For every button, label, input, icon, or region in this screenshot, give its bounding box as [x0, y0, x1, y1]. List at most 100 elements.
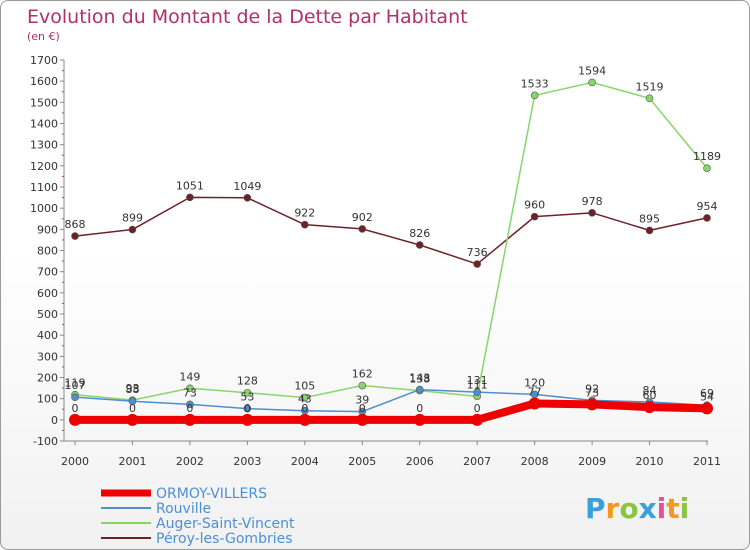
data-label: 0: [359, 402, 366, 415]
logo-letter: x: [639, 492, 657, 525]
data-label: 105: [294, 380, 315, 393]
data-label: 131: [467, 374, 488, 387]
y-tick-label: 1500: [30, 96, 58, 109]
data-point: [645, 94, 654, 103]
data-point: [301, 220, 309, 229]
data-label: 0: [244, 402, 251, 415]
data-label: 0: [186, 402, 193, 415]
y-tick-label: 1600: [30, 75, 58, 88]
logo-letter: i: [680, 492, 690, 525]
data-label: 1519: [636, 80, 664, 93]
y-tick-label: 1200: [30, 160, 58, 173]
legend-label-0: ORMOY-VILLERS: [156, 486, 267, 502]
y-tick-label: 1300: [30, 139, 58, 152]
data-point: [186, 384, 194, 393]
data-point: [243, 193, 252, 202]
data-label: 960: [524, 199, 545, 212]
series-line-1: [74, 388, 708, 413]
data-point: [71, 232, 79, 240]
y-tick-label: -100: [33, 435, 58, 448]
data-point: [243, 388, 252, 397]
y-tick-label: 100: [37, 393, 58, 406]
data-point: [413, 413, 426, 426]
x-tick-label: 2010: [636, 455, 664, 468]
data-label: 0: [129, 402, 136, 415]
legend-label-3: Péroy-les-Gombries: [156, 531, 293, 547]
x-tick-label: 2000: [61, 455, 89, 468]
x-tick-label: 2008: [521, 455, 549, 468]
data-label: 84: [643, 384, 657, 397]
x-tick-label: 2004: [291, 455, 319, 468]
data-label: 162: [352, 368, 373, 381]
data-label: 0: [416, 402, 423, 415]
x-tick-label: 2011: [693, 455, 721, 468]
data-label: 54: [700, 390, 714, 403]
data-label: 1189: [693, 150, 721, 163]
data-point: [241, 413, 254, 426]
series-line-2: [74, 81, 708, 401]
logo-letter: P: [585, 492, 606, 525]
data-label: 868: [65, 218, 86, 231]
x-tick-label: 2005: [348, 455, 376, 468]
data-point: [471, 413, 484, 426]
y-tick-label: 1100: [30, 181, 58, 194]
x-tick-label: 2002: [176, 455, 204, 468]
data-label: 39: [355, 394, 369, 407]
y-tick-label: 600: [37, 287, 58, 300]
data-point: [186, 193, 194, 202]
data-point: [701, 402, 713, 415]
legend-label-1: Rouville: [156, 501, 211, 517]
y-tick-label: 400: [37, 329, 58, 342]
axes: -100010020030040050060070080090010001100…: [30, 54, 721, 468]
data-point: [358, 225, 367, 233]
x-tick-label: 2006: [406, 455, 434, 468]
series-line-3: [74, 196, 708, 265]
data-label: 0: [301, 402, 308, 415]
y-tick-label: 700: [37, 266, 58, 279]
data-point: [415, 241, 424, 249]
data-label: 0: [474, 402, 481, 415]
data-point: [128, 397, 137, 406]
data-label: 0: [72, 402, 79, 415]
y-tick-label: 900: [37, 223, 58, 236]
data-label: 111: [467, 378, 488, 391]
data-point: [243, 404, 252, 413]
data-point: [530, 91, 539, 100]
chart-title: Evolution du Montant de la Dette par Hab…: [27, 6, 468, 28]
data-point: [298, 413, 311, 426]
data-label: 73: [183, 386, 197, 399]
data-label: 107: [65, 379, 86, 392]
series-line-0: [75, 399, 708, 424]
y-tick-label: 500: [37, 308, 58, 321]
data-label: 978: [582, 195, 603, 208]
data-label: 149: [179, 370, 200, 383]
data-label: 77: [528, 386, 542, 399]
data-label: 826: [409, 227, 430, 240]
data-label: 1049: [233, 180, 261, 193]
chart-subtitle: (en €): [27, 30, 60, 43]
data-label: 1594: [578, 64, 606, 77]
logo-letter: t: [666, 492, 679, 525]
data-point: [126, 413, 139, 426]
data-label: 143: [409, 372, 430, 385]
legend: ORMOY-VILLERSRouvilleAuger-Saint-Vincent…: [101, 486, 295, 547]
y-tick-label: 800: [37, 245, 58, 258]
x-tick-label: 2003: [233, 455, 261, 468]
data-label: 736: [467, 246, 488, 259]
legend-label-2: Auger-Saint-Vincent: [156, 516, 295, 532]
y-tick-label: 0: [51, 414, 58, 427]
x-tick-label: 2001: [118, 455, 146, 468]
x-tick-label: 2007: [463, 455, 491, 468]
data-point: [588, 78, 596, 87]
data-point: [586, 398, 599, 411]
data-point: [645, 226, 654, 235]
data-label: 1051: [176, 179, 204, 192]
series-layer: [69, 78, 713, 426]
data-point: [703, 164, 711, 172]
data-label: 954: [697, 200, 718, 213]
data-label: 73: [585, 386, 599, 399]
data-label: 922: [294, 207, 315, 220]
data-label: 1533: [521, 77, 549, 90]
logo-letter: i: [657, 492, 667, 525]
